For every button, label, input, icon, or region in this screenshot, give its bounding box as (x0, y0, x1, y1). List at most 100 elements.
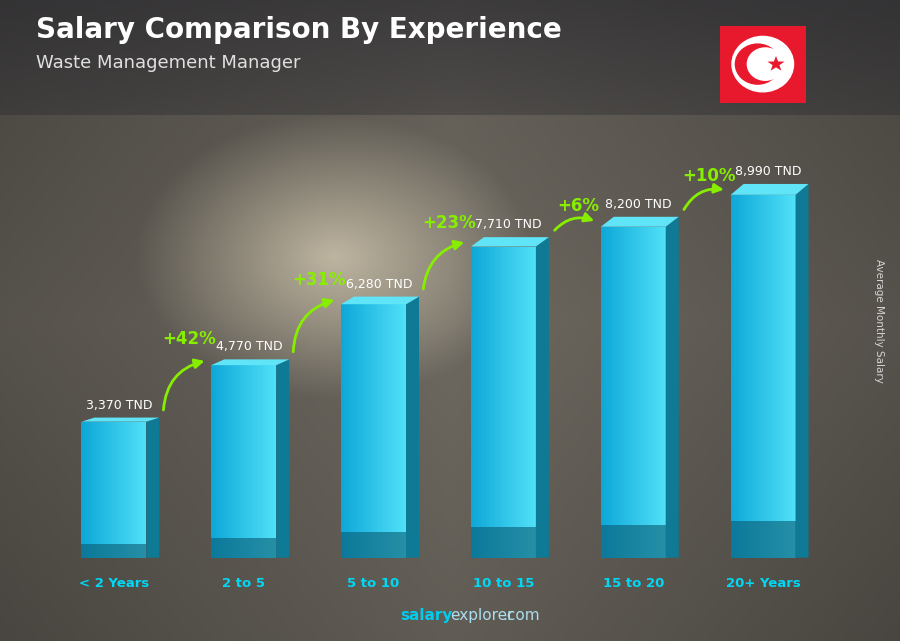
Polygon shape (370, 304, 372, 558)
Polygon shape (404, 304, 406, 558)
Polygon shape (393, 304, 395, 558)
Polygon shape (216, 365, 218, 558)
Polygon shape (608, 227, 609, 558)
Polygon shape (515, 247, 517, 558)
Polygon shape (131, 422, 133, 558)
Polygon shape (484, 247, 486, 558)
Polygon shape (628, 227, 630, 558)
Polygon shape (262, 365, 263, 558)
Polygon shape (349, 304, 351, 558)
Polygon shape (526, 247, 527, 558)
Polygon shape (489, 247, 491, 558)
Polygon shape (531, 247, 533, 558)
Polygon shape (789, 195, 791, 558)
Polygon shape (652, 227, 654, 558)
Polygon shape (771, 195, 773, 558)
Polygon shape (270, 365, 271, 558)
Polygon shape (731, 184, 808, 195)
Polygon shape (107, 422, 109, 558)
Polygon shape (101, 422, 103, 558)
Polygon shape (614, 227, 616, 558)
Polygon shape (359, 304, 361, 558)
Polygon shape (90, 422, 91, 558)
Polygon shape (796, 184, 808, 558)
Text: +10%: +10% (682, 167, 735, 185)
Polygon shape (256, 365, 258, 558)
Polygon shape (244, 365, 246, 558)
Polygon shape (220, 365, 221, 558)
Polygon shape (646, 227, 648, 558)
Polygon shape (511, 247, 513, 558)
Polygon shape (242, 365, 244, 558)
Polygon shape (794, 195, 796, 558)
Polygon shape (662, 227, 664, 558)
Text: 10 to 15: 10 to 15 (472, 577, 534, 590)
Polygon shape (96, 422, 98, 558)
Polygon shape (268, 365, 270, 558)
Polygon shape (127, 422, 129, 558)
Polygon shape (776, 195, 778, 558)
Polygon shape (93, 422, 94, 558)
Polygon shape (778, 195, 779, 558)
Text: Waste Management Manager: Waste Management Manager (36, 54, 301, 72)
Polygon shape (643, 227, 644, 558)
Polygon shape (111, 422, 112, 558)
Polygon shape (103, 422, 104, 558)
Polygon shape (81, 422, 83, 558)
Polygon shape (377, 304, 378, 558)
Polygon shape (117, 422, 119, 558)
Polygon shape (135, 422, 137, 558)
Polygon shape (398, 304, 400, 558)
Polygon shape (81, 544, 147, 558)
Polygon shape (137, 422, 139, 558)
Polygon shape (212, 538, 276, 558)
Polygon shape (644, 227, 646, 558)
Polygon shape (356, 304, 357, 558)
Polygon shape (500, 247, 502, 558)
Polygon shape (659, 227, 661, 558)
Polygon shape (752, 195, 753, 558)
Polygon shape (471, 247, 473, 558)
Text: 2 to 5: 2 to 5 (222, 577, 266, 590)
Polygon shape (367, 304, 369, 558)
Polygon shape (88, 422, 90, 558)
Polygon shape (519, 247, 521, 558)
Polygon shape (474, 247, 476, 558)
Polygon shape (343, 304, 345, 558)
Polygon shape (749, 195, 750, 558)
Polygon shape (222, 365, 224, 558)
Text: 4,770 TND: 4,770 TND (216, 340, 283, 353)
Polygon shape (602, 227, 604, 558)
Polygon shape (123, 422, 125, 558)
Polygon shape (276, 360, 289, 558)
Polygon shape (145, 422, 147, 558)
Polygon shape (791, 195, 792, 558)
Polygon shape (385, 304, 387, 558)
Polygon shape (122, 422, 123, 558)
Text: 15 to 20: 15 to 20 (603, 577, 664, 590)
Polygon shape (517, 247, 518, 558)
Polygon shape (743, 195, 745, 558)
Polygon shape (760, 195, 761, 558)
Polygon shape (252, 365, 254, 558)
Polygon shape (354, 304, 356, 558)
Polygon shape (274, 365, 276, 558)
Polygon shape (486, 247, 487, 558)
Polygon shape (271, 365, 273, 558)
Polygon shape (784, 195, 786, 558)
Polygon shape (400, 304, 401, 558)
Polygon shape (742, 195, 743, 558)
Polygon shape (147, 417, 159, 558)
Polygon shape (263, 365, 265, 558)
Polygon shape (351, 304, 353, 558)
Polygon shape (640, 227, 642, 558)
Polygon shape (761, 195, 763, 558)
Polygon shape (651, 227, 652, 558)
Polygon shape (626, 227, 628, 558)
Polygon shape (648, 227, 650, 558)
Polygon shape (273, 365, 274, 558)
Polygon shape (86, 422, 88, 558)
Polygon shape (238, 365, 239, 558)
Polygon shape (228, 365, 230, 558)
Polygon shape (471, 526, 536, 558)
